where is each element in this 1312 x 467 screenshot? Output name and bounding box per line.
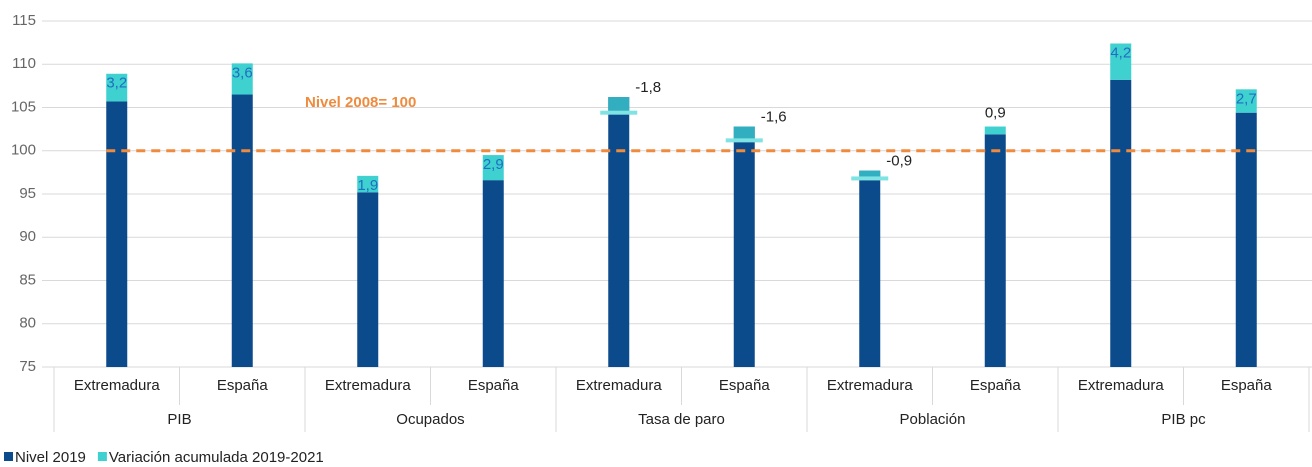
data-label: 3,6 (232, 64, 253, 81)
data-label: 1,9 (357, 177, 378, 194)
legend-label: Nivel 2019 (15, 449, 86, 466)
bar-edge (725, 138, 763, 143)
bar-segment (984, 134, 1006, 367)
data-label: -1,6 (761, 108, 787, 125)
bar-segment (733, 126, 755, 141)
bar-segment (1235, 112, 1257, 367)
y-tick-label: 115 (12, 12, 36, 29)
bar-segment (608, 97, 630, 368)
bar-segment (1110, 79, 1132, 367)
y-tick-label: 80 (19, 315, 36, 332)
x-tick-label: España (719, 377, 771, 394)
reference-label: Nivel 2008= 100 (305, 94, 416, 111)
bar-segment (106, 101, 128, 367)
data-label: 0,9 (985, 104, 1006, 121)
group-label: PIB pc (1161, 411, 1206, 428)
data-label: -1,8 (635, 79, 661, 96)
x-tick-label: Extremadura (576, 377, 663, 394)
y-tick-label: 100 (11, 142, 36, 159)
y-tick-label: 85 (19, 271, 36, 288)
bar-segment (984, 126, 1006, 135)
y-tick-label: 105 (11, 98, 36, 115)
bar-edge (851, 176, 889, 181)
bar-segment (106, 73, 128, 102)
y-tick-label: 90 (19, 228, 36, 245)
bar-segment (231, 94, 253, 368)
data-label: 4,2 (1110, 44, 1131, 61)
bar-segment (1110, 43, 1132, 80)
y-tick-label: 75 (19, 358, 36, 375)
bar-segment (482, 155, 504, 181)
x-tick-label: España (1221, 377, 1273, 394)
data-label: -0,9 (886, 153, 912, 170)
legend-label: Variación acumulada 2019-2021 (109, 449, 324, 466)
group-label: Tasa de paro (638, 411, 725, 428)
legend-swatch (97, 452, 107, 461)
bar-segment (357, 192, 379, 367)
x-tick-label: España (217, 377, 269, 394)
data-label: 2,9 (483, 156, 504, 173)
x-tick-label: Extremadura (1078, 377, 1165, 394)
bar-segment (608, 97, 630, 113)
bar-segment (357, 175, 379, 193)
bar-segment (482, 180, 504, 367)
bar-segment (859, 170, 881, 179)
data-label: 3,2 (106, 75, 127, 92)
bar-segment (1235, 89, 1257, 113)
bar-edge (600, 110, 638, 115)
data-label: 2,7 (1236, 90, 1257, 107)
group-label: Población (900, 411, 966, 428)
group-label: Ocupados (396, 411, 464, 428)
bar-segment (231, 63, 253, 95)
x-tick-label: Extremadura (74, 377, 161, 394)
legend-swatch (4, 452, 13, 461)
y-tick-label: 110 (12, 55, 36, 72)
x-tick-label: Extremadura (827, 377, 914, 394)
x-tick-label: España (970, 377, 1022, 394)
bar-segment (733, 126, 755, 367)
x-tick-label: España (468, 377, 520, 394)
y-tick-label: 95 (19, 185, 36, 202)
bar-segment (859, 170, 881, 367)
x-tick-label: Extremadura (325, 377, 412, 394)
group-label: PIB (167, 411, 191, 428)
